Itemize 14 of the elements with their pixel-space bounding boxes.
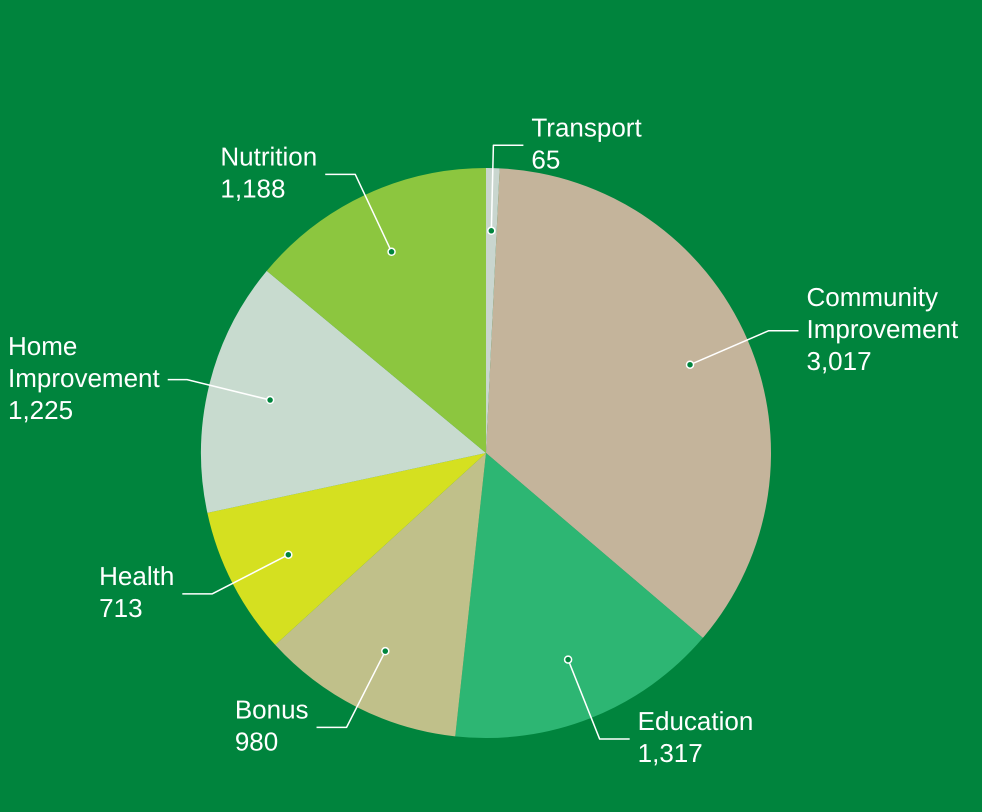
data-label: 1,317 [638,738,703,768]
slice-label: Education [638,706,754,736]
data-label: 980 [234,726,278,757]
slice-label: Transport [531,112,642,142]
data-label: 1,225 [8,394,74,425]
data-label: 65 [531,144,560,174]
slice-label: Nutrition [220,142,318,172]
data-label: 713 [99,593,143,623]
data-label: 1,188 [220,174,286,204]
slice-label: Home Improvement [8,330,160,393]
slice-label: Community Improvement [806,282,959,344]
slice-label: Bonus [234,694,309,725]
slice-label: Health [99,561,174,591]
data-label: 3,017 [806,346,872,376]
